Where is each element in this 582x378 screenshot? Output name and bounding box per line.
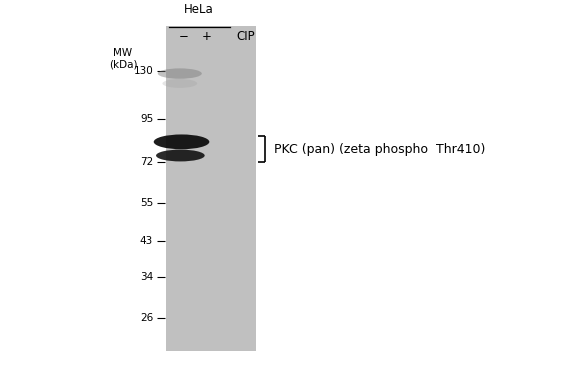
Ellipse shape [156,150,205,161]
Text: HeLa: HeLa [183,3,213,16]
Text: MW
(kDa): MW (kDa) [109,48,137,69]
Text: 55: 55 [140,198,153,208]
Text: 130: 130 [133,66,153,76]
Ellipse shape [158,68,202,79]
Text: 95: 95 [140,114,153,124]
Text: 43: 43 [140,236,153,246]
Text: +: + [202,30,212,43]
Text: CIP: CIP [236,30,254,43]
Bar [166,26,256,351]
Ellipse shape [162,79,197,88]
Text: 26: 26 [140,313,153,323]
Text: 72: 72 [140,157,153,167]
Text: −: − [179,30,189,43]
Text: 34: 34 [140,272,153,282]
Ellipse shape [154,135,210,149]
Text: PKC (pan) (zeta phospho  Thr410): PKC (pan) (zeta phospho Thr410) [274,143,485,156]
